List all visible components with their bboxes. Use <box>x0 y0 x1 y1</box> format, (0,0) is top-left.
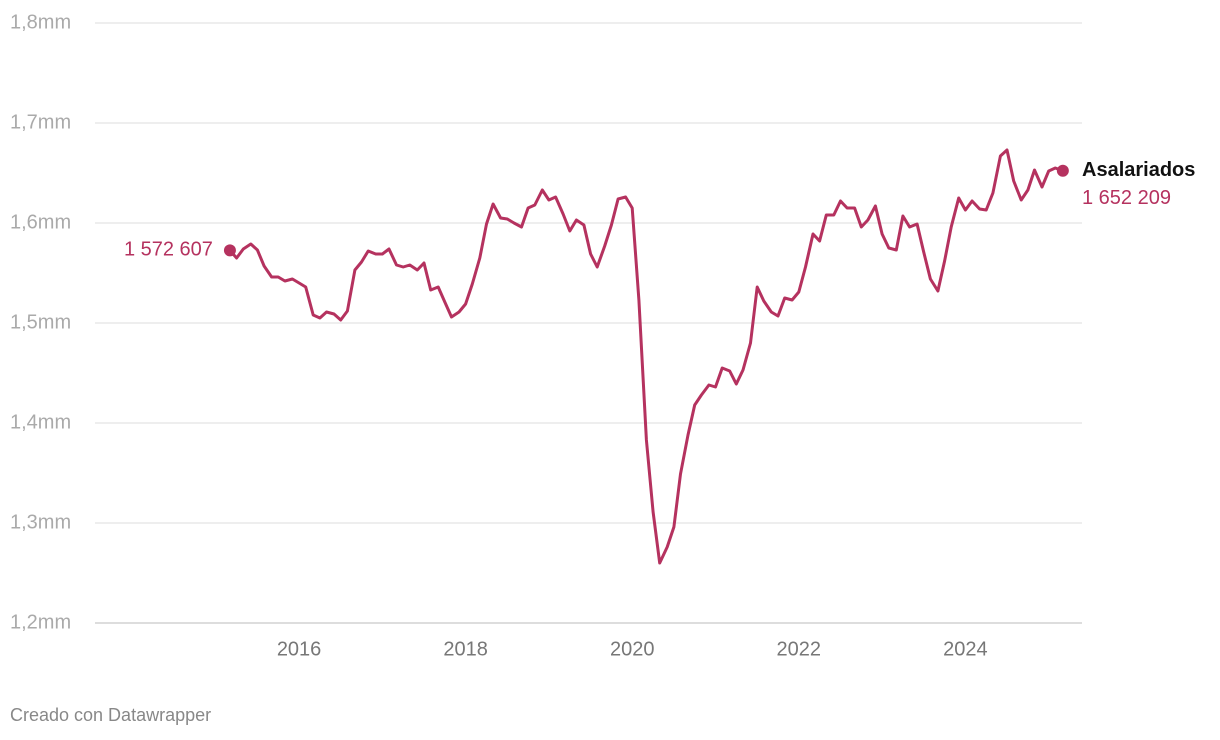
series-label: Asalariados <box>1082 159 1195 181</box>
x-tick-label: 2020 <box>610 638 655 660</box>
y-tick-label: 1,2mm <box>10 611 71 633</box>
line <box>228 148 1064 565</box>
end-dot <box>1056 164 1069 177</box>
y-tick-label: 1,3mm <box>10 511 71 533</box>
x-tick-label: 2018 <box>443 638 488 660</box>
value-label: 1 572 607 <box>124 239 213 261</box>
y-tick-label: 1,5mm <box>10 311 71 333</box>
x-tick-label: 2024 <box>943 638 988 660</box>
end-dot <box>223 244 236 257</box>
y-tick-label: 1,6mm <box>10 211 71 233</box>
y-tick-label: 1,8mm <box>10 11 71 33</box>
x-tick-label: 2016 <box>277 638 322 660</box>
value-label: 1 652 209 <box>1082 187 1171 209</box>
x-tick-label: 2022 <box>777 638 822 660</box>
y-tick-label: 1,7mm <box>10 111 71 133</box>
source: Creado con Datawrapper <box>10 705 211 725</box>
y-tick-label: 1,4mm <box>10 411 71 433</box>
